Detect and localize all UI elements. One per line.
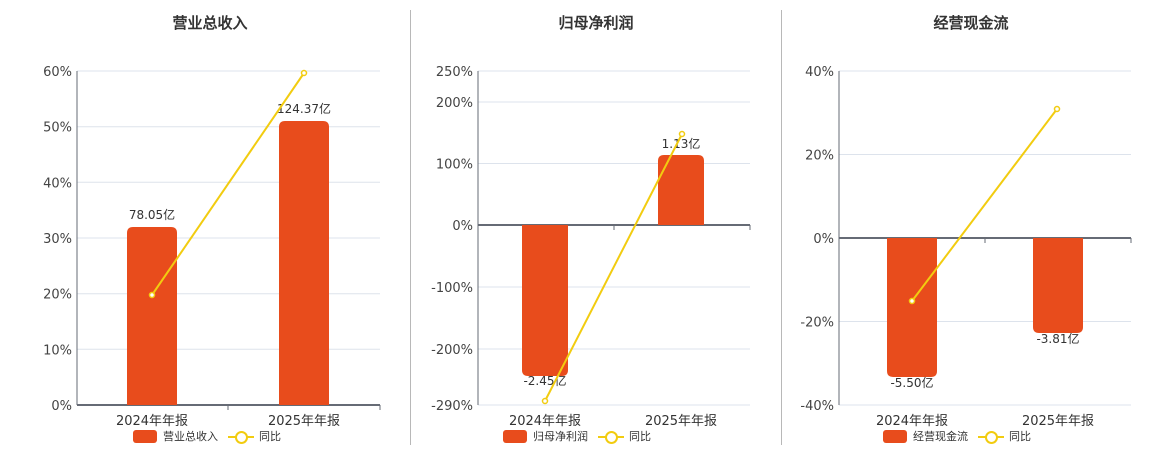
- svg-text:250%: 250%: [436, 65, 473, 80]
- bar-2024: [127, 227, 177, 405]
- svg-text:1.13亿: 1.13亿: [662, 136, 701, 151]
- chart-title: 归母净利润: [558, 14, 634, 32]
- svg-text:-3.81亿: -3.81亿: [1036, 331, 1079, 346]
- bar-legend-swatch: [883, 429, 907, 443]
- svg-text:2025年年报: 2025年年报: [1022, 414, 1094, 429]
- bar-2025: [279, 121, 329, 405]
- bar-legend-swatch: [503, 429, 527, 443]
- svg-text:0%: 0%: [452, 219, 473, 234]
- panel-divider: [781, 10, 782, 445]
- grid-lines: [478, 70, 750, 406]
- chart-legend[interactable]: 归母净利润 同比: [503, 428, 651, 444]
- grid-lines: [77, 70, 380, 350]
- svg-text:30%: 30%: [43, 232, 72, 247]
- svg-text:20%: 20%: [43, 288, 72, 303]
- yoy-line: [544, 133, 683, 402]
- yoy-line: [911, 108, 1058, 302]
- line-legend-icon: [598, 430, 624, 444]
- svg-text:-5.50亿: -5.50亿: [890, 375, 933, 390]
- svg-text:0%: 0%: [813, 232, 834, 247]
- chart-legend[interactable]: 营业总收入 同比: [133, 428, 281, 444]
- svg-text:78.05亿: 78.05亿: [129, 207, 175, 222]
- chart-title: 经营现金流: [933, 14, 1009, 32]
- svg-text:10%: 10%: [43, 343, 72, 358]
- svg-text:2024年年报: 2024年年报: [876, 414, 948, 429]
- svg-text:60%: 60%: [43, 65, 72, 80]
- yoy-line: [151, 72, 305, 296]
- svg-text:20%: 20%: [805, 149, 834, 164]
- svg-text:-290%: -290%: [431, 399, 473, 414]
- bar-2025: [658, 155, 704, 225]
- chart-legend[interactable]: 经营现金流 同比: [883, 428, 1031, 444]
- svg-text:-200%: -200%: [431, 343, 473, 358]
- svg-text:40%: 40%: [805, 65, 834, 80]
- chart-panel-revenue: 营业总收入 60% 50% 40% 30% 20% 10% 0% 78.05亿 …: [0, 0, 410, 450]
- svg-text:40%: 40%: [43, 176, 72, 191]
- svg-text:2025年年报: 2025年年报: [268, 414, 340, 429]
- svg-text:200%: 200%: [436, 96, 473, 111]
- chart-plot: 60% 50% 40% 30% 20% 10% 0% 78.05亿 124.37…: [43, 65, 381, 429]
- bar-2024: [887, 238, 937, 377]
- svg-text:-2.45亿: -2.45亿: [523, 373, 566, 388]
- svg-text:2025年年报: 2025年年报: [645, 414, 717, 429]
- bar-2024: [522, 225, 568, 376]
- chart-title: 营业总收入: [172, 14, 248, 32]
- line-legend-icon: [978, 430, 1004, 444]
- panel-divider: [410, 10, 411, 445]
- bar-2025: [1033, 238, 1083, 333]
- svg-text:50%: 50%: [43, 121, 72, 136]
- svg-text:0%: 0%: [51, 399, 72, 414]
- svg-text:100%: 100%: [436, 158, 473, 173]
- line-legend-icon: [228, 430, 254, 444]
- chart-panel-net-profit: 归母净利润 250% 200% 100% 0% -100% -200% -290…: [411, 0, 781, 450]
- svg-text:124.37亿: 124.37亿: [277, 101, 331, 116]
- chart-plot: 250% 200% 100% 0% -100% -200% -290% -2.4…: [431, 65, 751, 429]
- svg-text:2024年年报: 2024年年报: [509, 414, 581, 429]
- svg-text:-100%: -100%: [431, 281, 473, 296]
- svg-text:-20%: -20%: [800, 316, 834, 331]
- bar-legend-swatch: [133, 429, 157, 443]
- svg-text:-40%: -40%: [800, 399, 834, 414]
- chart-plot: 40% 20% 0% -20% -40% -5.50亿 -3.81亿 2024年…: [800, 65, 1132, 429]
- svg-text:2024年年报: 2024年年报: [116, 414, 188, 429]
- chart-panel-operating-cash-flow: 经营现金流 40% 20% 0% -20% -40% -5.50亿 -3.81亿…: [782, 0, 1160, 450]
